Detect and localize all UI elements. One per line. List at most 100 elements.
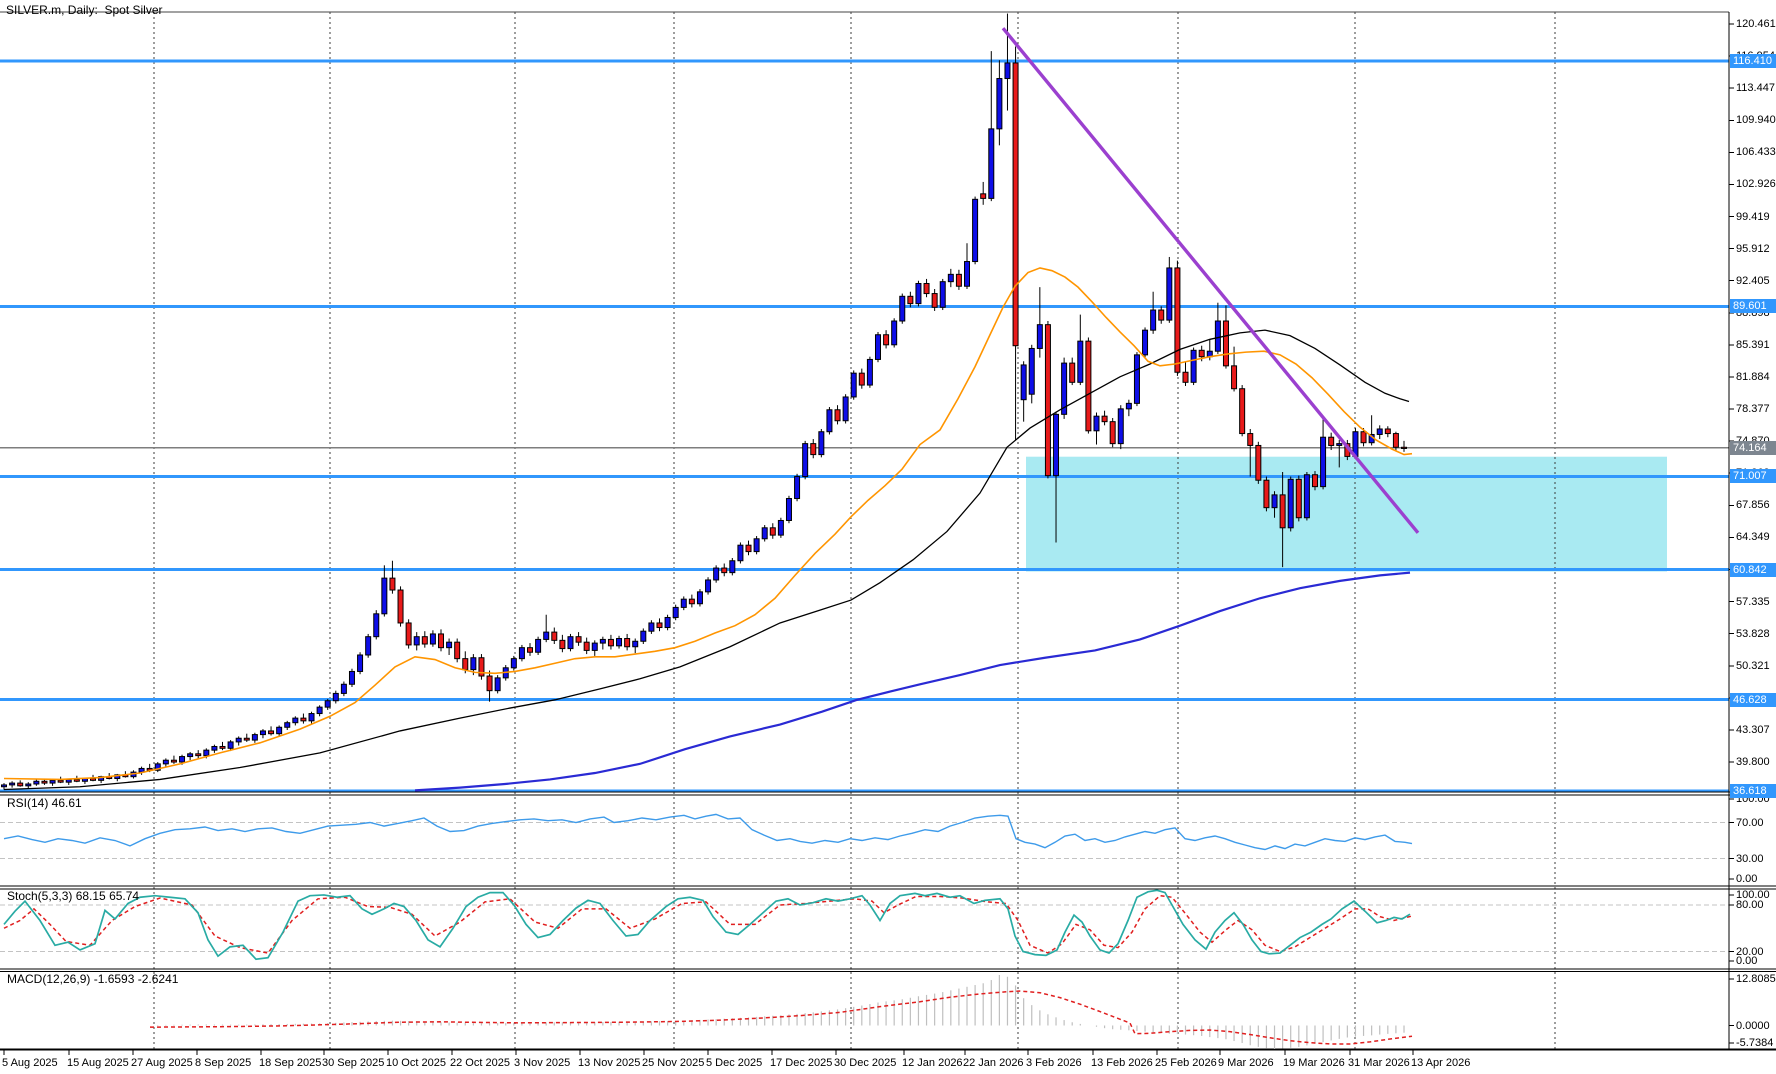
indicator-level-label: 30.00 (1736, 852, 1764, 865)
date-label: 22 Oct 2025 (450, 1057, 510, 1069)
date-label: 17 Dec 2025 (770, 1057, 833, 1069)
date-label: 13 Nov 2025 (578, 1057, 641, 1069)
symbol-title: SILVER.m, Daily: Spot Silver (6, 3, 163, 17)
candle (284, 720, 291, 731)
sr-price-label: 60.842 (1730, 562, 1776, 577)
descending-trendline (1001, 27, 1420, 534)
date-label: 12 Jan 2026 (902, 1057, 963, 1069)
macd-histogram (157, 975, 1405, 1049)
date-label: 8 Sep 2025 (195, 1057, 252, 1069)
date-label: 31 Mar 2026 (1348, 1057, 1410, 1069)
candle (1085, 337, 1092, 434)
candle (1336, 439, 1343, 468)
candle (939, 278, 946, 311)
date-label: 22 Jan 2026 (963, 1057, 1024, 1069)
candle (988, 51, 995, 202)
candle (235, 736, 242, 746)
candle (1109, 417, 1116, 448)
sr-price-label: 116.410 (1730, 54, 1776, 69)
candle (1101, 410, 1108, 426)
candle (1247, 428, 1254, 477)
candle (567, 633, 574, 652)
candle (648, 620, 655, 634)
candle (187, 751, 194, 761)
candle (599, 636, 606, 650)
candle (1117, 405, 1124, 450)
date-label: 25 Feb 2026 (1155, 1057, 1217, 1069)
price-tick-label: 81.884 (1736, 370, 1770, 383)
candle (429, 630, 436, 647)
macd-pane-label: MACD(12,26,9) -1.6593 -2.6241 (7, 972, 179, 986)
candle (826, 407, 833, 435)
candle (964, 243, 971, 289)
candle (324, 698, 331, 710)
candle (559, 634, 566, 653)
candle (389, 560, 396, 594)
candle (251, 732, 258, 743)
candle (170, 755, 177, 764)
indicator-level-label: 12.8085 (1736, 973, 1776, 985)
candle (308, 711, 315, 724)
candle (980, 181, 987, 205)
candle (397, 586, 404, 627)
candle (1384, 426, 1391, 438)
candle (348, 668, 355, 688)
candle (510, 655, 517, 671)
candle (33, 779, 40, 786)
candle (874, 331, 881, 363)
candle (527, 643, 534, 656)
indicator-level-label: 70.00 (1736, 816, 1764, 829)
rsi-line (3, 813, 1413, 851)
date-label: 15 Aug 2025 (67, 1057, 129, 1069)
price-tick-label: 43.307 (1736, 723, 1770, 736)
candle (947, 268, 954, 288)
price-tick-label: 57.335 (1736, 595, 1770, 608)
candle (842, 394, 849, 424)
date-label: 13 Feb 2026 (1091, 1057, 1153, 1069)
price-tick-label: 85.391 (1736, 338, 1770, 351)
candle (664, 614, 671, 631)
candle (899, 293, 906, 324)
candle (195, 750, 202, 759)
candle (543, 614, 550, 643)
candle (1392, 431, 1399, 451)
candle (1125, 399, 1132, 417)
candle (575, 632, 582, 646)
candle (1222, 305, 1229, 369)
sr-price-label: 46.628 (1730, 692, 1776, 707)
candle (454, 638, 461, 663)
date-label: 27 Aug 2025 (131, 1057, 193, 1069)
candle (931, 288, 938, 311)
candle (696, 589, 703, 607)
candle (1053, 411, 1060, 543)
indicator-level-label: 0.00 (1736, 873, 1758, 885)
candle (446, 638, 453, 655)
candle (1295, 475, 1302, 522)
candle (891, 318, 898, 348)
price-tick-label: 39.800 (1736, 756, 1770, 769)
candle (1255, 441, 1262, 484)
candle (316, 705, 323, 717)
candle (1004, 13, 1011, 111)
candle (777, 517, 784, 538)
candle (1401, 440, 1408, 452)
date-label: 18 Sep 2025 (259, 1057, 322, 1069)
candle (1028, 344, 1035, 404)
candle (373, 610, 380, 640)
candle (219, 741, 226, 751)
candle (17, 780, 24, 787)
candle (413, 632, 420, 651)
candle (365, 633, 372, 658)
candle (1311, 471, 1318, 491)
candle (1133, 352, 1140, 407)
price-tick-label: 50.321 (1736, 659, 1770, 672)
candle (243, 733, 250, 742)
ma-fast-orange-line (3, 267, 1413, 781)
rsi-pane-label: RSI(14) 46.61 (7, 796, 82, 810)
candle (268, 726, 275, 736)
candle (688, 594, 695, 608)
candle (624, 633, 631, 651)
indicator-level-label: 80.00 (1736, 899, 1764, 911)
